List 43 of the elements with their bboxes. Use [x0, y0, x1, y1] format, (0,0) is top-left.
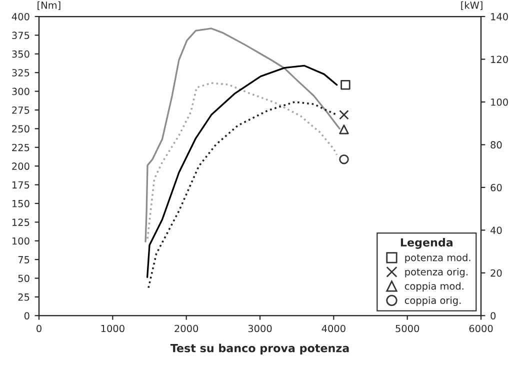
- line-series: [146, 64, 338, 278]
- x-tick-label: 6000: [469, 324, 493, 332]
- x-tick-label: 1000: [101, 324, 124, 332]
- y-axis-title: [Nm]: [38, 1, 60, 10]
- y-tick-label: 100: [12, 237, 30, 245]
- y-tick-label: 250: [12, 125, 30, 133]
- text: Test su banco prova potenza: [170, 344, 349, 354]
- legend-title: Legenda: [400, 238, 453, 249]
- y-tick-label: 125: [12, 218, 30, 226]
- y-tick-label: 175: [12, 181, 30, 189]
- y-tick-label: 225: [12, 144, 30, 152]
- y-tick-label: 200: [12, 162, 30, 170]
- y-tick-label: 350: [12, 50, 30, 58]
- y2-tick-label: 20: [490, 269, 502, 277]
- line-series: [148, 101, 338, 289]
- y-tick-label: 150: [12, 200, 30, 208]
- legend-label: potenza mod.: [405, 254, 470, 264]
- y-tick-label: 75: [18, 256, 30, 264]
- x-tick-label: 4000: [322, 324, 346, 332]
- y-tick-label: 25: [18, 293, 30, 301]
- legend-label: coppia mod.: [404, 282, 464, 292]
- y2-tick-label: 40: [490, 226, 502, 234]
- legend-label: coppia orig.: [404, 296, 461, 306]
- x-tick-label: 3000: [248, 324, 272, 332]
- y-tick-label: 375: [12, 32, 30, 40]
- legend-label: potenza orig.: [405, 268, 468, 278]
- y-tick-label: 275: [12, 106, 30, 114]
- y-tick-label: 300: [12, 88, 30, 96]
- y-tick-label: 50: [18, 274, 30, 282]
- y2-tick-label: 80: [490, 141, 502, 149]
- y2-tick-label: 100: [491, 98, 508, 106]
- y2-axis-title: [kW]: [461, 1, 482, 10]
- y-tick-label: 0: [24, 312, 30, 320]
- x-tick-label: 0: [36, 324, 42, 332]
- y2-tick-label: 120: [491, 56, 508, 64]
- y-tick-label: 400: [12, 12, 30, 20]
- x-tick-label: 5000: [396, 324, 420, 332]
- x-tick-label: 2000: [174, 324, 198, 332]
- line-series: [146, 82, 338, 240]
- y-tick-label: 325: [12, 69, 30, 76]
- y2-tick-label: 60: [490, 184, 502, 192]
- y2-tick-label: 0: [490, 312, 496, 320]
- y2-tick-label: 140: [491, 12, 508, 20]
